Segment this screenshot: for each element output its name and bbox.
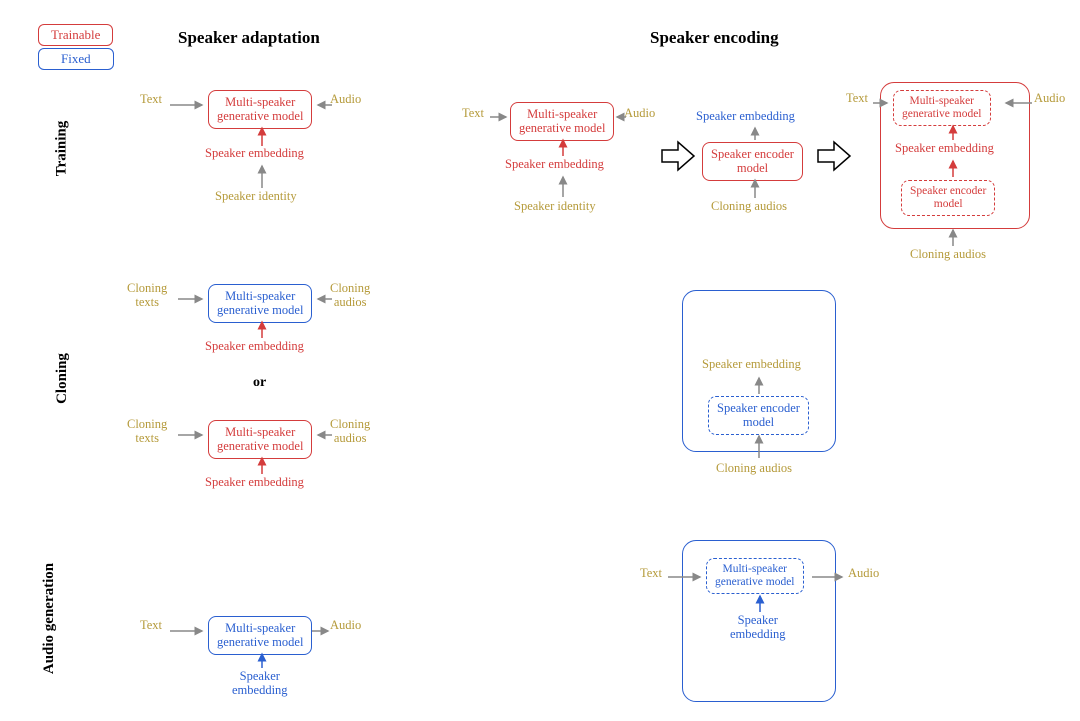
sem-box-enc-clone: Speaker encodermodel [708,396,809,435]
label-speaker-embedding: Speaker embedding [205,340,304,354]
label-cloning-audios: Cloningaudios [330,282,370,310]
big-arrow-2 [816,138,852,174]
arrow-text-to-msgm-e3 [873,98,893,108]
arrow-msgm-to-caudio-b [314,430,334,440]
label-cloning-audios-1line: Cloning audios [716,462,792,476]
arrow-msgm-to-audio-e3 [1002,98,1034,108]
legend-trainable: Trainable [38,24,113,46]
label-audio: Audio [848,567,879,581]
label-cloning-audios: Cloningaudios [330,418,370,446]
arrow-sem-to-emb-e2 [750,124,760,142]
label-audio: Audio [624,107,655,121]
row-header-training: Training [53,121,70,177]
arrow-msgm-to-audio-gen [312,626,334,636]
arrow-msgm-to-audio-gen-e [812,572,848,582]
arrow-emb-to-msgm-a [257,318,267,340]
label-text: Text [462,107,484,121]
label-speaker-embedding-2line: Speakerembedding [232,670,288,698]
label-text: Text [640,567,662,581]
arrow-text-to-msgm-e1 [490,112,512,122]
arrow-text-to-msgm-1 [170,100,208,110]
legend-fixed: Fixed [38,48,114,70]
arrow-msgm-to-caudio-a [314,294,334,304]
sem-box-enc-train: Speaker encodermodel [702,142,803,181]
label-speaker-embedding: Speaker embedding [696,110,795,124]
arrow-ctext-to-msgm-a [178,294,208,304]
label-audio: Audio [1034,92,1065,106]
col-header-adaptation: Speaker adaptation [178,28,320,48]
label-speaker-embedding: Speaker embedding [205,147,304,161]
arrow-id-to-emb-1 [257,162,267,190]
arrow-sem-to-emb-e3 [948,157,958,179]
arrow-caudio-to-sem-clone [754,432,764,460]
label-or: or [253,375,266,390]
arrow-caudio-to-sem-e3 [948,226,958,248]
msgm-box-adapt-train: Multi-speakergenerative model [208,90,312,129]
arrow-msgm-to-audio-1 [314,100,334,110]
arrow-emb-to-msgm-gen [257,650,267,670]
row-header-cloning: Cloning [54,353,71,404]
arrow-emb-to-msgm-b [257,454,267,476]
label-speaker-identity: Speaker identity [215,190,297,204]
label-speaker-embedding: Speaker embedding [895,142,994,156]
arrow-sem-to-emb-clone [754,374,764,396]
arrow-id-to-emb-e1 [558,173,568,199]
arrow-emb-to-msgm-e1 [558,136,568,158]
arrow-emb-to-msgm-e3 [948,122,958,142]
label-audio: Audio [330,93,361,107]
arrow-caudio-to-sem-e2 [750,176,760,200]
label-speaker-embedding: Speaker embedding [205,476,304,490]
arrow-emb-to-msgm-gen-e [755,592,765,614]
label-speaker-identity: Speaker identity [514,200,596,214]
arrow-msgm-to-audio-e1 [614,112,628,122]
msgm-box-enc-train1: Multi-speakergenerative model [510,102,614,141]
label-audio: Audio [330,619,361,633]
msgm-box-enc-gen: Multi-speakergenerative model [706,558,804,594]
col-header-encoding: Speaker encoding [650,28,779,48]
arrow-text-to-msgm-gen-e [668,572,706,582]
arrow-text-to-msgm-gen [170,626,208,636]
arrow-emb-to-msgm-1 [257,124,267,148]
label-text: Text [846,92,868,106]
label-speaker-embedding-2line: Speakerembedding [730,614,786,642]
label-cloning-audios-1line: Cloning audios [910,248,986,262]
label-text: Text [140,619,162,633]
row-header-audiogen: Audio generation [41,563,58,674]
msgm-box-adapt-gen: Multi-speakergenerative model [208,616,312,655]
label-text: Text [140,93,162,107]
label-cloning-texts: Cloningtexts [127,418,167,446]
msgm-box-adapt-clone-train: Multi-speakergenerative model [208,420,312,459]
msgm-box-enc-train3: Multi-speakergenerative model [893,90,991,126]
label-cloning-audios-1line: Cloning audios [711,200,787,214]
big-arrow-1 [660,138,696,174]
label-speaker-embedding: Speaker embedding [702,358,801,372]
label-speaker-embedding: Speaker embedding [505,158,604,172]
msgm-box-adapt-clone-fixed: Multi-speakergenerative model [208,284,312,323]
sem-box-enc-train3: Speaker encodermodel [901,180,995,216]
label-cloning-texts: Cloningtexts [127,282,167,310]
arrow-ctext-to-msgm-b [178,430,208,440]
